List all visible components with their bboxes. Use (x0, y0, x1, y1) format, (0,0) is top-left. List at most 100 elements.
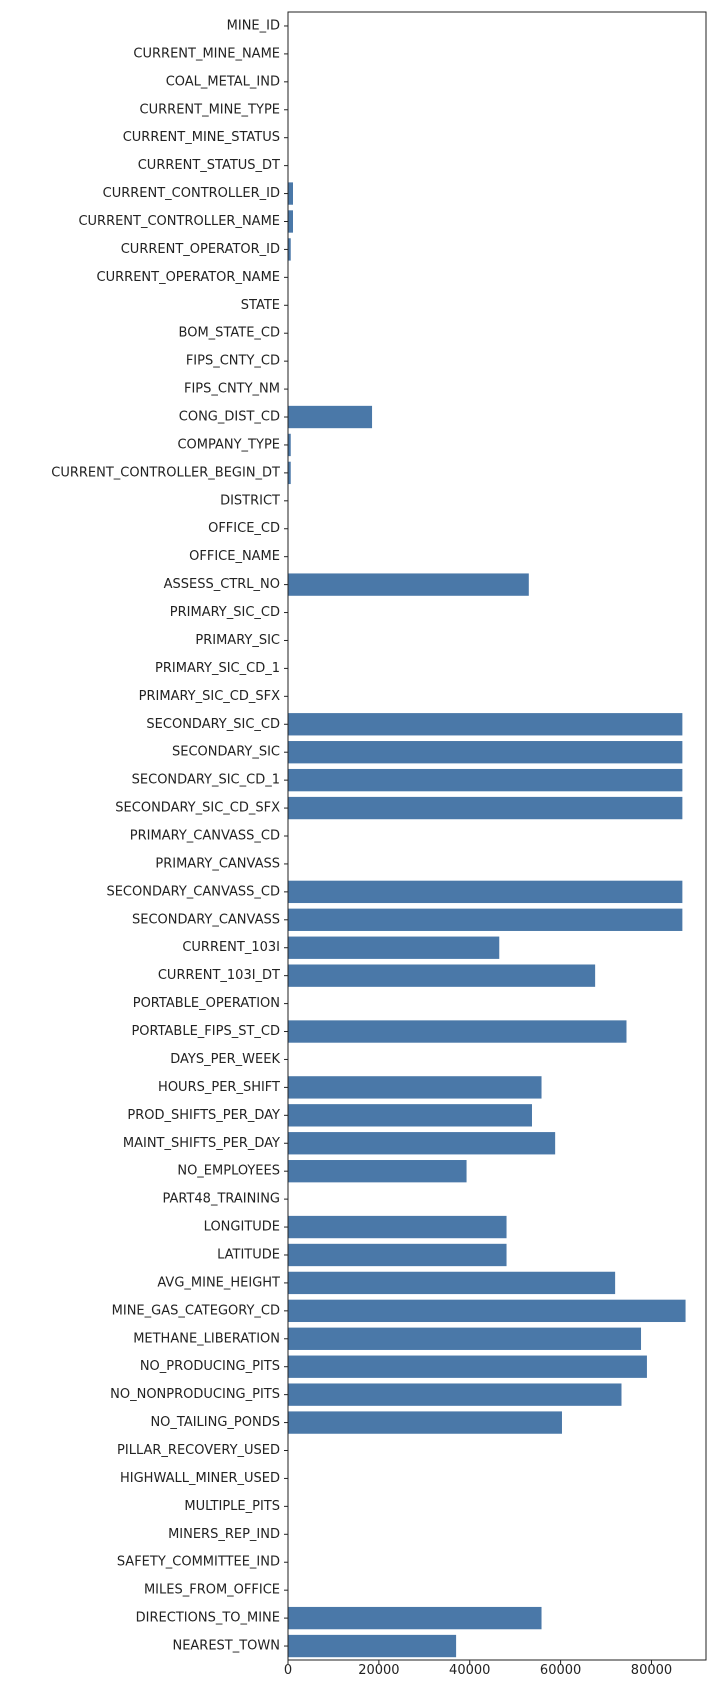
category-label: NO_TAILING_PONDS (150, 1415, 280, 1430)
category-label: MAINT_SHIFTS_PER_DAY (123, 1136, 280, 1151)
category-label: PILLAR_RECOVERY_USED (117, 1443, 280, 1458)
bar-methane-liberation (288, 1327, 642, 1350)
bar-latitude (288, 1243, 507, 1267)
category-label: ASSESS_CTRL_NO (164, 577, 280, 592)
category-label: SECONDARY_SIC_CD (146, 717, 280, 732)
category-label: MINE_ID (227, 18, 280, 33)
category-label: CURRENT_MINE_TYPE (140, 102, 280, 117)
category-label: PRIMARY_SIC_CD_SFX (139, 689, 280, 704)
bar-portable-fips-st-cd (288, 1020, 627, 1043)
category-label: OFFICE_NAME (189, 549, 280, 564)
bar-mine-gas-category-cd (288, 1299, 686, 1323)
bar-secondary-sic-cd-sfx (288, 796, 683, 820)
category-label: MINERS_REP_IND (168, 1527, 280, 1542)
bar-no-producing-pits (288, 1355, 647, 1378)
bar-current-controller-begin-dt (288, 461, 291, 485)
category-label: STATE (241, 298, 280, 313)
category-label: NO_PRODUCING_PITS (140, 1359, 280, 1374)
category-label: CURRENT_MINE_NAME (133, 46, 280, 61)
category-label: HOURS_PER_SHIFT (158, 1080, 280, 1095)
x-tick-label: 0 (284, 1663, 292, 1678)
bar-company-type (288, 433, 291, 457)
category-label: FIPS_CNTY_CD (186, 354, 280, 369)
bar-current-103i (288, 936, 500, 959)
bars-group (288, 182, 686, 1658)
bar-avg-mine-height (288, 1271, 616, 1295)
bar-hours-per-shift (288, 1076, 542, 1099)
bar-current-operator-id (288, 238, 291, 261)
category-label: MINE_GAS_CATEGORY_CD (112, 1303, 280, 1318)
category-label: SECONDARY_SIC (172, 745, 280, 760)
category-label: HIGHWALL_MINER_USED (120, 1471, 280, 1486)
category-label: PRIMARY_SIC_CD_1 (155, 661, 280, 676)
category-label: CONG_DIST_CD (179, 410, 280, 425)
category-label: CURRENT_STATUS_DT (138, 158, 280, 173)
category-label: PRIMARY_SIC_CD (170, 605, 280, 620)
category-label: NO_NONPRODUCING_PITS (110, 1387, 280, 1402)
bar-longitude (288, 1215, 507, 1239)
bar-cong-dist-cd (288, 405, 373, 429)
category-label: BOM_STATE_CD (179, 326, 280, 341)
category-label: COMPANY_TYPE (177, 437, 280, 452)
x-tick-label: 40000 (449, 1663, 490, 1678)
bar-nearest-town (288, 1634, 457, 1658)
category-label: CURRENT_OPERATOR_ID (121, 242, 280, 257)
category-label: DIRECTIONS_TO_MINE (136, 1611, 280, 1626)
category-label: CURRENT_103I_DT (158, 968, 280, 983)
category-label: SECONDARY_CANVASS_CD (106, 884, 280, 899)
bar-secondary-sic (288, 741, 683, 764)
category-label: METHANE_LIBERATION (133, 1331, 280, 1346)
bar-current-controller-name (288, 210, 293, 233)
bar-prod-shifts-per-day (288, 1104, 532, 1127)
category-label: CURRENT_MINE_STATUS (123, 130, 280, 145)
category-label: OFFICE_CD (208, 521, 280, 536)
category-label: FIPS_CNTY_NM (184, 382, 280, 397)
category-label: SAFETY_COMMITTEE_IND (117, 1555, 280, 1570)
category-label: PRIMARY_CANVASS_CD (130, 829, 280, 844)
x-tick-label: 20000 (358, 1663, 399, 1678)
category-label: MULTIPLE_PITS (184, 1499, 280, 1514)
category-label: CURRENT_103I (182, 940, 280, 955)
category-label: PROD_SHIFTS_PER_DAY (127, 1108, 280, 1123)
bar-no-employees (288, 1160, 467, 1183)
category-label: DISTRICT (220, 493, 280, 508)
category-label: CURRENT_CONTROLLER_ID (103, 186, 280, 201)
bar-secondary-sic-cd-1 (288, 768, 683, 792)
bar-secondary-sic-cd (288, 713, 683, 736)
bar-current-103i-dt (288, 964, 596, 987)
category-label: SECONDARY_SIC_CD_SFX (115, 801, 280, 816)
category-label: SECONDARY_CANVASS (132, 912, 280, 927)
category-label: LATITUDE (217, 1247, 280, 1262)
category-labels-group: MINE_ID CURRENT_MINE_NAME COAL_METAL_IND CU… (51, 18, 288, 1654)
category-label: CURRENT_CONTROLLER_BEGIN_DT (51, 465, 280, 480)
category-label: NEAREST_TOWN (172, 1639, 280, 1654)
bar-assess-ctrl-no (288, 573, 529, 596)
plot-frame (287, 11, 707, 1661)
category-label: CURRENT_CONTROLLER_NAME (78, 214, 280, 229)
category-label: COAL_METAL_IND (166, 74, 280, 89)
category-label: PRIMARY_CANVASS (155, 856, 280, 871)
x-axis: 0 20000 40000 60000 80000 (284, 1660, 672, 1678)
category-label: AVG_MINE_HEIGHT (157, 1275, 280, 1290)
bar-secondary-canvass-cd (288, 880, 683, 904)
category-label: LONGITUDE (204, 1220, 280, 1235)
category-label: MILES_FROM_OFFICE (144, 1583, 280, 1598)
category-label: DAYS_PER_WEEK (170, 1052, 280, 1067)
bar-current-controller-id (288, 182, 293, 205)
bar-secondary-canvass (288, 908, 683, 931)
bar-directions-to-mine (288, 1606, 542, 1630)
category-label: PART48_TRAINING (162, 1192, 280, 1207)
category-label: CURRENT_OPERATOR_NAME (97, 270, 280, 285)
category-label: PORTABLE_FIPS_ST_CD (131, 1024, 280, 1039)
bar-no-tailing-ponds (288, 1411, 562, 1434)
x-tick-label: 60000 (540, 1663, 581, 1678)
bar-maint-shifts-per-day (288, 1132, 556, 1155)
category-label: PRIMARY_SIC (195, 633, 280, 648)
bar-no-nonproducing-pits (288, 1383, 622, 1406)
category-label: NO_EMPLOYEES (177, 1164, 280, 1179)
category-label: SECONDARY_SIC_CD_1 (132, 773, 280, 788)
category-label: PORTABLE_OPERATION (133, 996, 280, 1011)
x-tick-label: 80000 (631, 1663, 672, 1678)
